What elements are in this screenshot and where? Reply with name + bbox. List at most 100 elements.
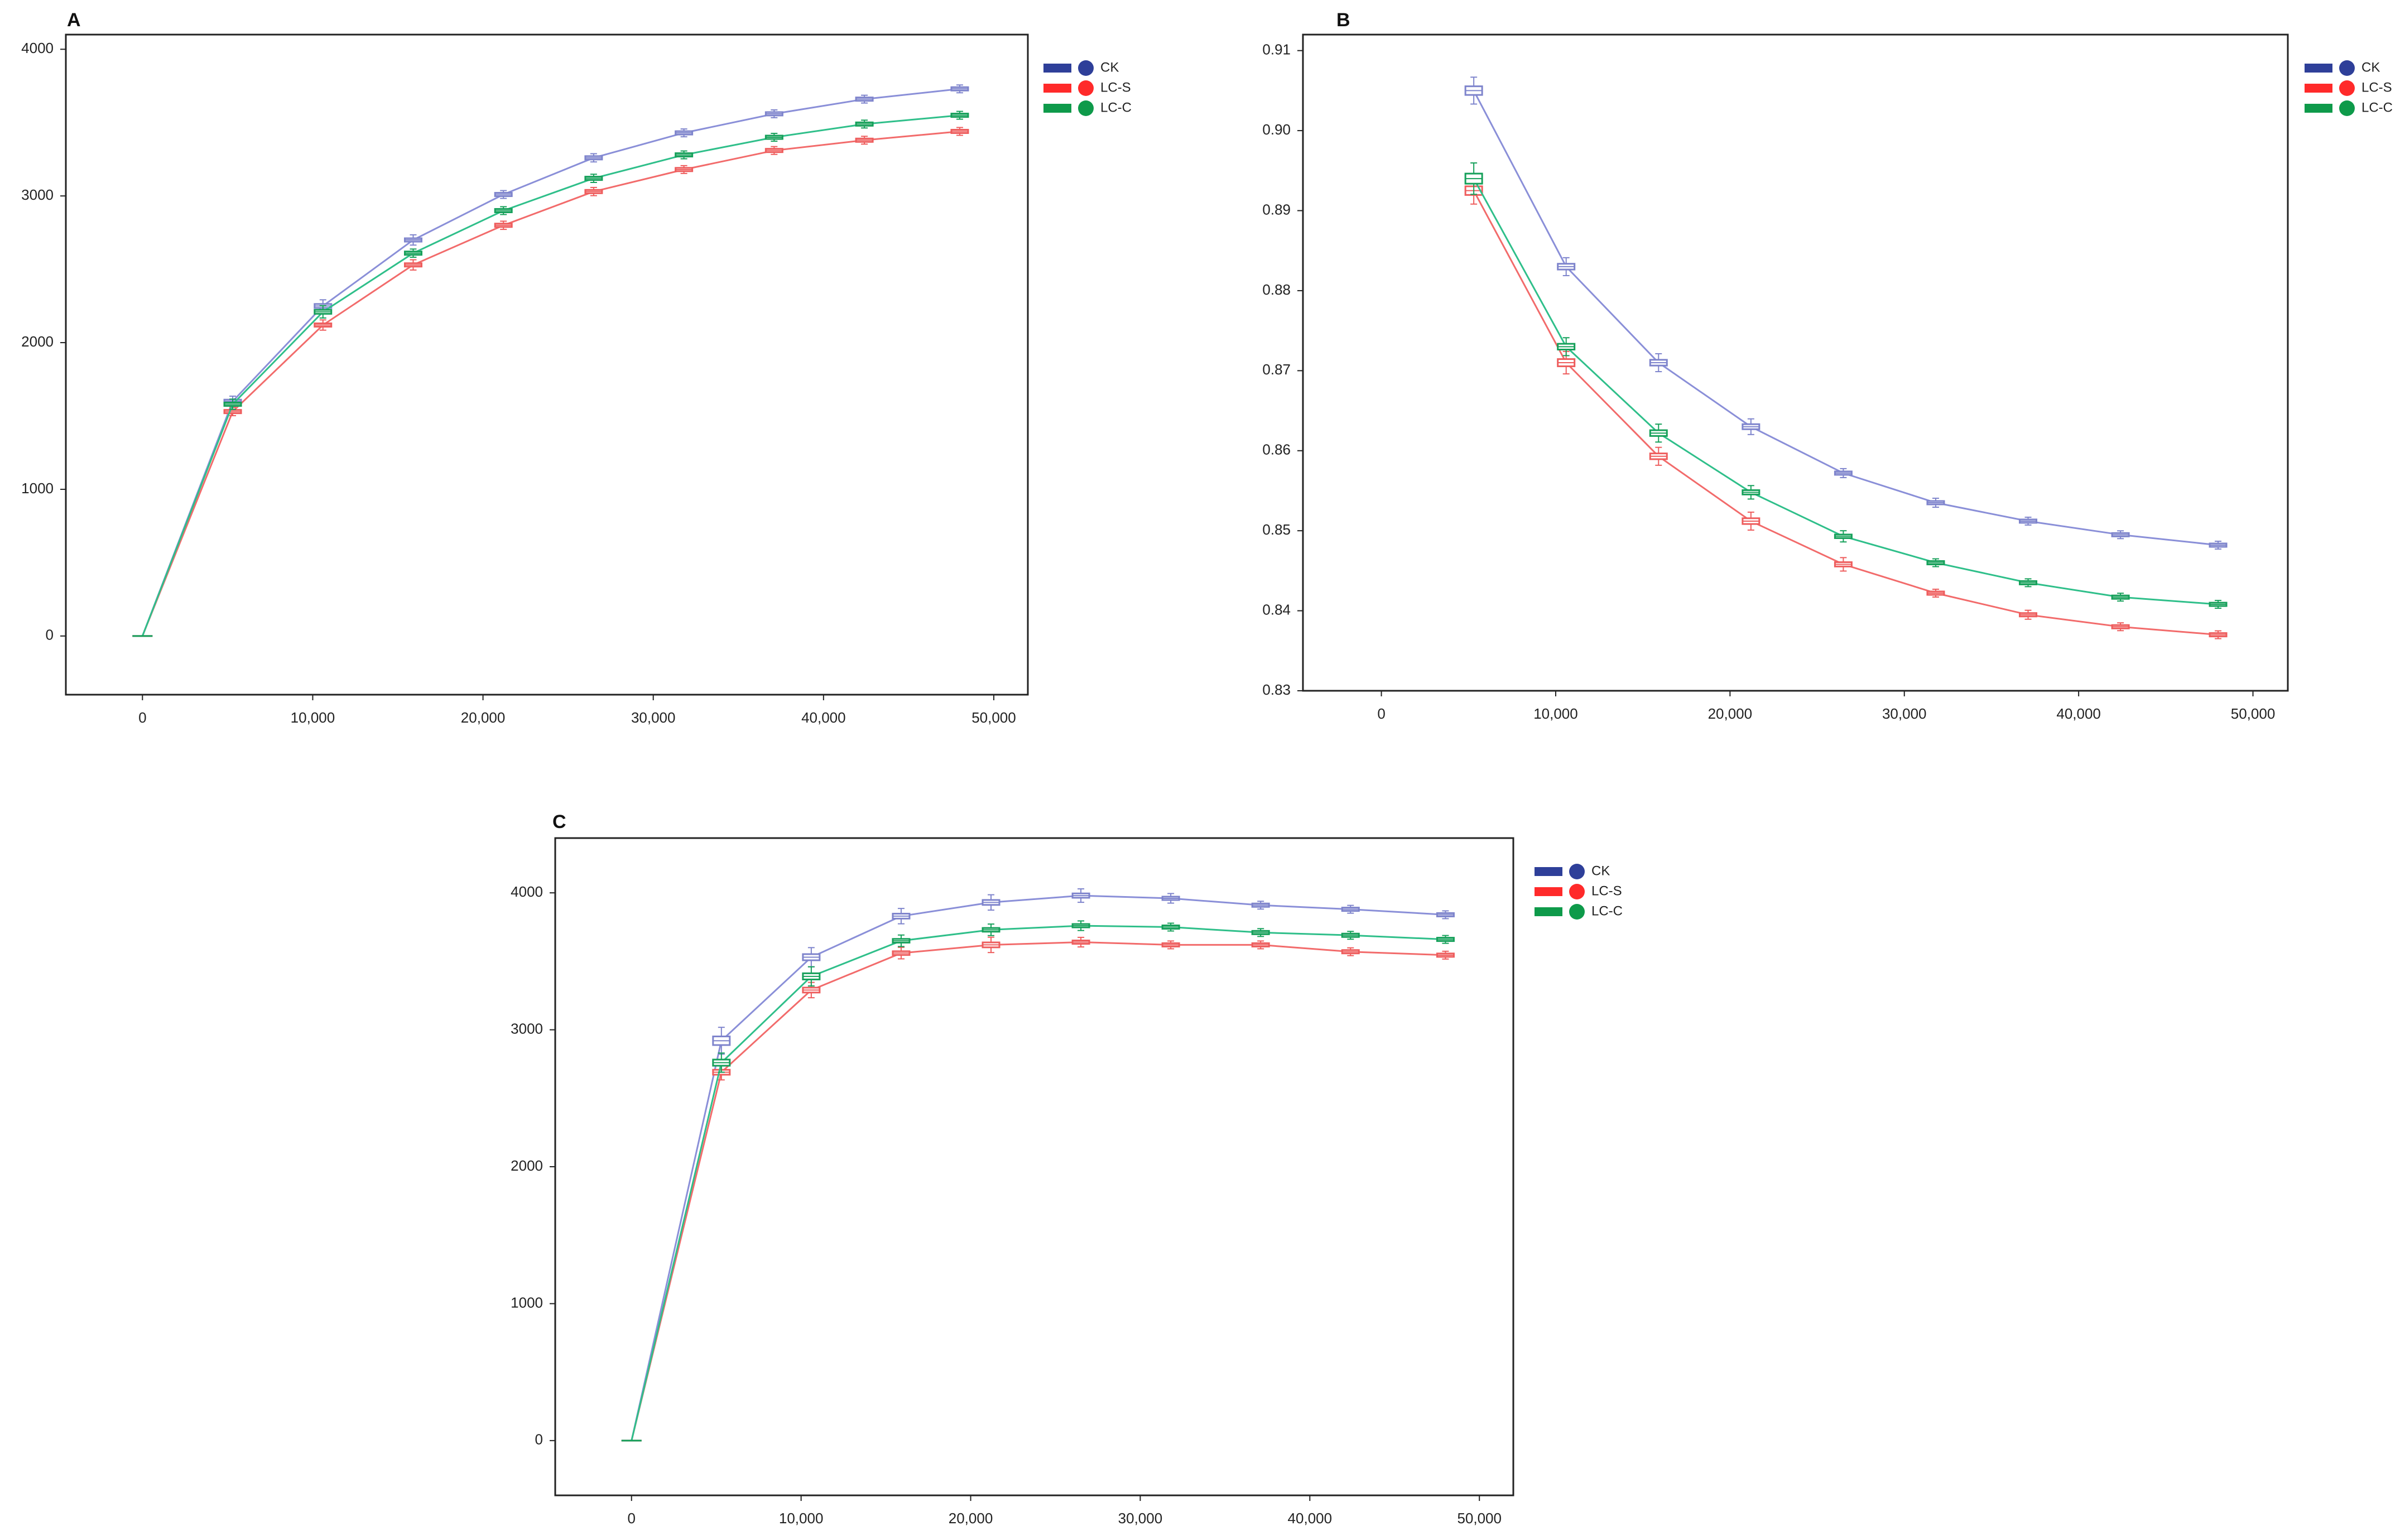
data-point — [1742, 418, 1761, 435]
x-tick-label: 30,000 — [1882, 705, 1927, 722]
data-point — [2111, 593, 2130, 602]
legend-line-swatch — [1535, 887, 1562, 896]
legend-line-swatch — [1535, 907, 1562, 916]
x-tick-label: 10,000 — [291, 709, 335, 726]
chart-panel-C: C 0 10,000 20,000 30,000 40,000 50,000 0 1000 200… — [511, 811, 1623, 1527]
data-point — [2019, 516, 2038, 526]
series-line — [141, 131, 960, 637]
data-point — [1742, 511, 1761, 531]
data-point — [950, 127, 969, 136]
legend-item-LC-S: LC-S — [2305, 80, 2392, 96]
legend-item-LC-C: LC-C — [2305, 100, 2393, 116]
x-tick-label: 0 — [1377, 705, 1385, 722]
data-point — [1834, 557, 1853, 572]
legend: CK LC-S LC-C — [1535, 863, 1623, 920]
y-tick-label: 1000 — [511, 1294, 543, 1311]
data-point — [1464, 162, 1483, 195]
data-point — [223, 398, 242, 410]
x-tick-label: 10,000 — [779, 1510, 824, 1527]
series-LC-C — [132, 110, 969, 637]
chart-panel-B: B 0 10,000 20,000 30,000 40,000 50,000 0.83 0.84… — [1262, 9, 2393, 722]
y-tick-label: 0.84 — [1262, 601, 1291, 618]
data-point — [982, 936, 1001, 954]
data-point — [764, 109, 783, 118]
data-point — [712, 1027, 731, 1055]
data-point — [2209, 630, 2228, 639]
legend-dot-swatch — [1078, 80, 1094, 96]
data-point — [1649, 446, 1668, 466]
data-point — [2209, 600, 2228, 609]
plot-area — [65, 33, 1029, 696]
series-line — [631, 941, 1446, 1441]
legend-dot-swatch — [2339, 80, 2355, 96]
data-point — [1834, 530, 1853, 543]
data-point — [982, 894, 1001, 911]
data-point — [855, 119, 874, 129]
data-point — [1557, 257, 1576, 276]
y-tick-label: 0.85 — [1262, 521, 1291, 538]
x-tick-label: 10,000 — [1533, 705, 1578, 722]
y-tick-label: 3000 — [511, 1020, 543, 1037]
legend: CK LC-S LC-C — [2305, 60, 2393, 116]
x-tick-label: 50,000 — [1457, 1510, 1502, 1527]
data-point — [802, 966, 821, 987]
data-point — [2209, 540, 2228, 550]
y-tick-label: 0 — [46, 627, 54, 643]
x-tick-label: 30,000 — [631, 709, 676, 726]
legend-label: LC-S — [1100, 80, 1131, 95]
data-point — [1926, 497, 1945, 508]
x-tick-label: 20,000 — [949, 1510, 993, 1527]
data-point — [2111, 530, 2130, 540]
data-point — [1834, 468, 1853, 478]
legend-item-LC-C: LC-C — [1043, 100, 1132, 116]
y-tick-label: 0.83 — [1262, 681, 1291, 698]
data-point — [403, 248, 422, 258]
series-line — [631, 894, 1446, 1441]
legend: CK LC-S LC-C — [1043, 60, 1132, 116]
data-point — [764, 146, 783, 155]
series-LC-C — [621, 920, 1455, 1442]
data-point — [584, 186, 603, 196]
legend-dot-swatch — [2339, 60, 2355, 76]
data-point — [675, 150, 694, 160]
series-line — [141, 88, 960, 637]
data-point — [403, 259, 422, 271]
y-tick-label: 0.90 — [1262, 121, 1291, 138]
panel-label: B — [1336, 9, 1350, 31]
legend-line-swatch — [2305, 84, 2332, 93]
y-tick-label: 4000 — [21, 40, 54, 56]
data-point — [1071, 920, 1090, 931]
data-point — [1742, 485, 1761, 500]
legend-label: LC-S — [2361, 80, 2392, 95]
x-tick-label: 50,000 — [2231, 705, 2276, 722]
data-point — [982, 923, 1001, 936]
data-point — [892, 934, 911, 947]
data-point — [1436, 910, 1455, 920]
legend-item-LC-S: LC-S — [1043, 80, 1131, 96]
y-tick-label: 0 — [535, 1431, 543, 1448]
legend-line-swatch — [1043, 84, 1071, 93]
y-tick-label: 3000 — [21, 186, 54, 203]
data-point — [494, 220, 513, 230]
data-point — [1926, 589, 1945, 598]
legend-line-swatch — [2305, 64, 2332, 73]
legend-dot-swatch — [1569, 904, 1585, 920]
legend-label: LC-S — [1591, 883, 1622, 898]
y-tick-label: 0.88 — [1262, 281, 1291, 298]
series-CK — [1464, 76, 2228, 550]
data-point — [1341, 904, 1360, 914]
data-point — [675, 128, 694, 138]
data-point — [892, 908, 911, 925]
data-point — [2019, 578, 2038, 588]
legend-line-swatch — [1535, 867, 1562, 876]
legend-line-swatch — [1043, 104, 1071, 113]
data-point — [1161, 940, 1180, 950]
y-tick-label: 0.89 — [1262, 201, 1291, 218]
data-point — [314, 305, 333, 319]
legend-dot-swatch — [1569, 864, 1585, 879]
data-point — [403, 234, 422, 246]
panel-label: C — [552, 811, 566, 832]
data-point — [764, 133, 783, 142]
x-tick-label: 40,000 — [2056, 705, 2101, 722]
data-point — [1649, 353, 1668, 373]
